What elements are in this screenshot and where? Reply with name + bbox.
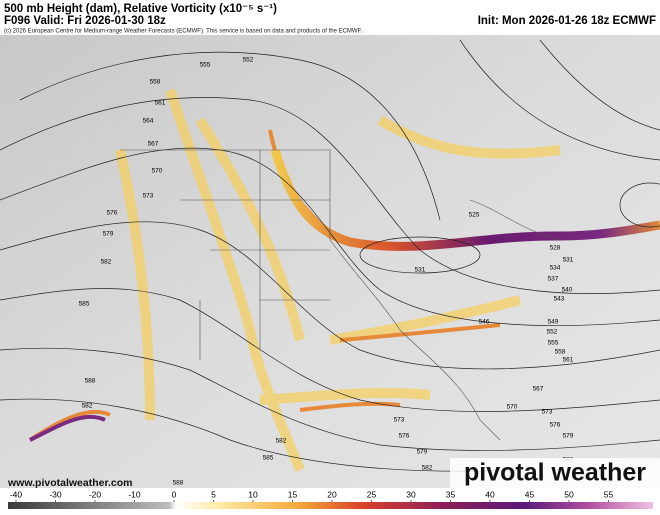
colorbar-tick-label: -30: [49, 489, 62, 499]
colorbar-tick-label: 30: [406, 489, 416, 499]
colorbar-tick-label: 25: [367, 489, 377, 499]
height-label: 555: [548, 340, 559, 347]
colorbar-tick-label: 5: [211, 489, 216, 499]
height-label: 579: [103, 231, 114, 238]
height-label: 579: [563, 433, 574, 440]
height-label: 573: [542, 409, 553, 416]
colorbar-tick-label: 50: [564, 489, 574, 499]
height-label: 546: [479, 319, 490, 326]
height-label: 549: [548, 319, 559, 326]
height-label: 540: [562, 287, 573, 294]
height-label: 570: [507, 404, 518, 411]
colorbar: [8, 502, 653, 509]
height-label: 582: [276, 438, 287, 445]
colorbar-tick-label: 0: [172, 489, 177, 499]
colorbar-tick-label: 35: [446, 489, 456, 499]
colorbar-tick-label: 45: [525, 489, 535, 499]
colorbar-tick-label: -10: [128, 489, 141, 499]
height-label: 576: [399, 433, 410, 440]
height-label: 567: [533, 386, 544, 393]
colorbar-ticks: -40 -30 -20 -10 0 5 10 15 20 25 30 35 40 45 50 55: [10, 489, 614, 502]
height-label: 576: [107, 210, 118, 217]
height-label: 579: [417, 449, 428, 456]
height-label: 525: [469, 212, 480, 219]
height-label: 582: [101, 259, 112, 266]
height-label: 588: [173, 480, 184, 487]
height-label: 567: [148, 141, 159, 148]
height-label: 531: [415, 267, 426, 274]
height-label: 582: [82, 403, 93, 410]
height-label: 537: [548, 276, 559, 283]
colorbar-tick-label: 40: [485, 489, 495, 499]
height-label: 543: [554, 296, 565, 303]
height-label: 552: [547, 329, 558, 336]
height-labels: 5555525585615645675705735765795825855885…: [79, 57, 574, 487]
height-label: 555: [200, 62, 211, 69]
height-label: 561: [155, 100, 166, 107]
height-label: 561: [563, 357, 574, 364]
title: 500 mb Height (dam), Relative Vorticity …: [4, 3, 277, 15]
height-label: 573: [143, 193, 154, 200]
height-label: 588: [85, 378, 96, 385]
height-label: 552: [243, 57, 254, 64]
init-time: Init: Mon 2026-01-26 18z ECMWF: [478, 15, 656, 27]
height-label: 570: [152, 168, 163, 175]
colorbar-tick-label: -20: [89, 489, 102, 499]
credit: (c) 2026 European Centre for Medium-rang…: [4, 29, 363, 35]
height-label: 585: [263, 455, 274, 462]
colorbar-tick-label: 20: [327, 489, 337, 499]
height-label: 558: [555, 349, 566, 356]
height-label: 528: [550, 245, 561, 252]
height-label: 576: [550, 422, 561, 429]
height-label: 573: [394, 417, 405, 424]
logo: pivotal weather: [464, 459, 646, 487]
height-label: 531: [563, 257, 574, 264]
height-label: 585: [79, 301, 90, 308]
colorbar-tick-label: 55: [604, 489, 614, 499]
colorbar-tick-label: -40: [10, 489, 23, 499]
colorbar-tick-label: 10: [248, 489, 258, 499]
map: [0, 35, 660, 488]
height-label: 564: [143, 118, 154, 125]
valid-time: F096 Valid: Fri 2026-01-30 18z: [4, 15, 166, 27]
colorbar-tick-label: 15: [288, 489, 298, 499]
site-url: www.pivotalweather.com: [7, 477, 132, 489]
height-label: 534: [550, 265, 561, 272]
height-label: 582: [422, 465, 433, 472]
height-label: 558: [150, 79, 161, 86]
